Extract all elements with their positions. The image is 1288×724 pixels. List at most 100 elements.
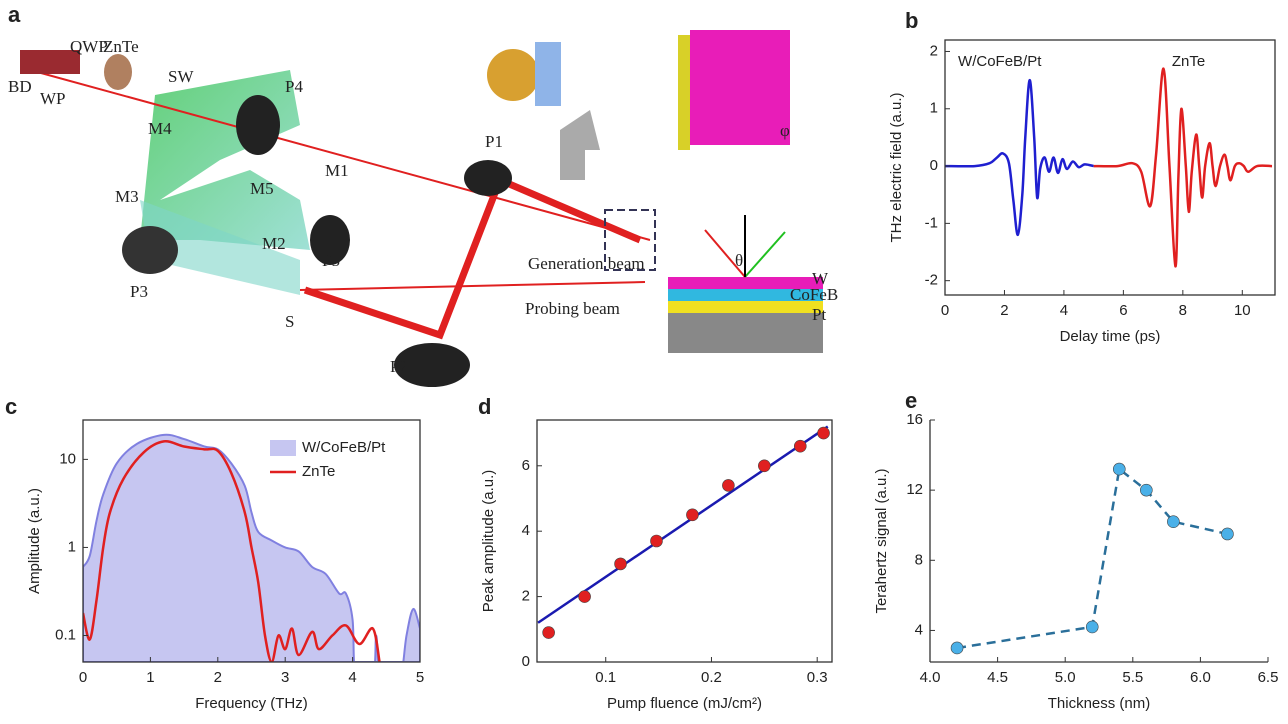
x-tick-label: 2	[1000, 302, 1008, 319]
marker	[818, 427, 830, 439]
legend-label: W/CoFeB/Pt	[302, 439, 386, 456]
y-tick-label: 10	[59, 450, 76, 467]
x-tick-label: 5.0	[1055, 669, 1076, 686]
y-tick-label: -1	[925, 214, 938, 231]
marker	[951, 642, 963, 654]
diagram-label: P1	[485, 132, 503, 151]
diagram-label: M1	[325, 161, 349, 180]
x-tick-label: 4.0	[920, 669, 941, 686]
y-tick-label: 12	[906, 481, 923, 498]
marker	[615, 558, 627, 570]
crystal	[104, 54, 132, 90]
diagram-label: P3	[130, 282, 148, 301]
marker	[758, 460, 770, 472]
plot-area	[945, 69, 1272, 267]
figure: abcdeBDWPQWPZnTeSWP4M4M1M5M3P1M2P5P3SP2G…	[0, 0, 1288, 724]
diagram-label: ZnTe	[103, 37, 139, 56]
marker	[722, 479, 734, 491]
mirror	[236, 95, 280, 155]
x-tick-label: 3	[281, 669, 289, 686]
y-tick-label: -2	[925, 272, 938, 289]
diagram-label: SW	[168, 67, 194, 86]
panel-label: e	[905, 388, 917, 413]
marker	[650, 535, 662, 547]
plot-area	[83, 435, 420, 689]
marker	[1113, 463, 1125, 475]
marker	[1221, 528, 1233, 540]
sample	[678, 35, 690, 150]
x-tick-label: 5.5	[1122, 669, 1143, 686]
y-tick-label: 0.1	[55, 626, 76, 643]
legend-swatch	[270, 440, 296, 456]
marker	[686, 509, 698, 521]
y-tick-label: 8	[915, 551, 923, 568]
y-tick-label: 2	[930, 42, 938, 59]
x-tick-label: 0.3	[807, 669, 828, 686]
x-axis-title: Delay time (ps)	[1060, 328, 1161, 345]
diagram-label: P2	[390, 357, 408, 376]
emitter	[535, 42, 561, 106]
y-tick-label: 4	[522, 522, 530, 539]
marker	[579, 591, 591, 603]
x-tick-label: 5	[416, 669, 424, 686]
y-axis-title: Amplitude (a.u.)	[26, 488, 43, 594]
diagram-label: CoFeB	[790, 285, 838, 304]
series-label: ZnTe	[1172, 53, 1205, 70]
marker	[543, 627, 555, 639]
x-tick-label: 10	[1234, 302, 1251, 319]
diagram-label: Probing beam	[525, 299, 620, 318]
mirror	[464, 160, 512, 196]
diagram-label: WP	[40, 89, 66, 108]
diagram-label: M4	[148, 119, 172, 138]
substrate	[668, 313, 823, 353]
probe-beam	[300, 282, 645, 290]
diagram-label: M5	[250, 179, 274, 198]
y-axis-title: Terahertz signal (a.u.)	[873, 468, 890, 613]
y-tick-label: 6	[522, 457, 530, 474]
x-tick-label: 2	[214, 669, 222, 686]
area	[83, 435, 420, 689]
x-tick-label: 6.5	[1258, 669, 1279, 686]
diagram-label: BD	[8, 77, 32, 96]
line	[945, 80, 1094, 235]
legend-label: ZnTe	[302, 463, 335, 480]
y-tick-label: 16	[906, 411, 923, 428]
diagram-label: Generation beam	[528, 254, 645, 273]
diagram-label: φ	[780, 121, 790, 140]
y-axis-title: Peak amplitude (a.u.)	[480, 470, 497, 613]
x-axis-title: Thickness (nm)	[1048, 695, 1151, 712]
x-tick-label: 8	[1179, 302, 1187, 319]
y-tick-label: 0	[930, 157, 938, 174]
x-axis-title: Pump fluence (mJ/cm²)	[607, 695, 762, 712]
x-tick-label: 4.5	[987, 669, 1008, 686]
x-tick-label: 6.0	[1190, 669, 1211, 686]
diagram-label: θ	[735, 251, 743, 270]
x-tick-label: 0	[941, 302, 949, 319]
y-tick-label: 1	[930, 100, 938, 117]
diagram-label: S	[285, 312, 294, 331]
chart: 0.10.20.30246Pump fluence (mJ/cm²)Peak a…	[480, 420, 832, 712]
y-tick-label: 4	[915, 621, 923, 638]
panel-label: c	[5, 394, 17, 419]
axes-frame	[537, 420, 832, 662]
x-tick-label: 0	[79, 669, 87, 686]
emitted	[745, 232, 785, 277]
mirror	[122, 226, 178, 274]
marker	[1086, 621, 1098, 633]
marker	[1167, 516, 1179, 528]
series-label: W/CoFeB/Pt	[958, 53, 1042, 70]
x-tick-label: 1	[146, 669, 154, 686]
x-tick-label: 4	[348, 669, 356, 686]
chart: 4.0 4.5 5.0 5.5 6.0 6.5 4 8 12 16 Thickness (nm) Te…	[873, 411, 1278, 712]
x-tick-label: 6	[1119, 302, 1127, 319]
x-tick-label: 0.1	[595, 669, 616, 686]
diagram-label: P4	[285, 77, 303, 96]
line	[1094, 69, 1272, 267]
emitter	[487, 49, 539, 101]
diagram-label: M3	[115, 187, 139, 206]
arrow	[560, 110, 600, 180]
diagram-label: P5	[322, 251, 340, 270]
setup-diagram	[20, 30, 823, 387]
